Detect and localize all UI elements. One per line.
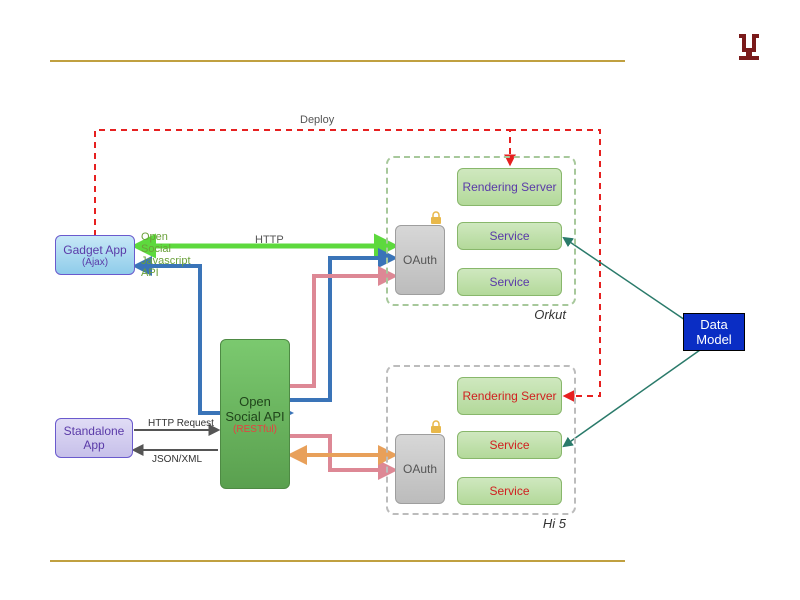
service-top1-label: Service xyxy=(489,229,529,243)
edge-data-top xyxy=(564,238,688,322)
service-bot2-label: Service xyxy=(489,484,529,498)
rendering-bot-label: Rendering Server xyxy=(462,389,556,403)
open-social-js-label: Open Social Javascript API xyxy=(141,231,191,279)
node-gadget-app: Gadget App (Ajax) xyxy=(55,235,135,275)
oauth-top-label: OAuth xyxy=(403,253,437,267)
edge-api-oauth-bot xyxy=(290,436,394,470)
gadget-app-label: Gadget App xyxy=(63,243,126,257)
top-rule xyxy=(50,60,625,62)
group-hi5-label: Hi 5 xyxy=(543,516,566,531)
node-oauth-top: OAuth xyxy=(395,225,445,295)
open-social-api-sub: (RESTful) xyxy=(233,424,277,435)
standalone-app-label: Standalone App xyxy=(60,424,128,452)
node-rendering-bot: Rendering Server xyxy=(457,377,562,415)
rendering-top-label: Rendering Server xyxy=(462,180,556,194)
node-service-top1: Service xyxy=(457,222,562,250)
node-service-top2: Service xyxy=(457,268,562,296)
lock-icon xyxy=(428,210,444,226)
label-deploy: Deploy xyxy=(300,114,334,126)
iu-logo xyxy=(735,30,765,67)
data-model-label: Data Model xyxy=(688,317,740,347)
service-bot1-label: Service xyxy=(489,438,529,452)
label-http-request: HTTP Request xyxy=(148,418,214,429)
node-open-social-api: Open Social API (RESTful) xyxy=(220,339,290,489)
bottom-rule xyxy=(50,560,625,562)
edge-api-orkut xyxy=(290,258,394,400)
node-open-social-js: Open Social Javascript API xyxy=(137,226,195,284)
node-rendering-top: Rendering Server xyxy=(457,168,562,206)
group-orkut-label: Orkut xyxy=(534,307,566,322)
label-http: HTTP xyxy=(255,234,284,246)
node-oauth-bot: OAuth xyxy=(395,434,445,504)
edge-api-oauth-top xyxy=(290,276,394,386)
service-top2-label: Service xyxy=(489,275,529,289)
lock-icon xyxy=(428,419,444,435)
open-social-api-label: Open Social API xyxy=(225,394,285,424)
oauth-bot-label: OAuth xyxy=(403,462,437,476)
gadget-app-sub: (Ajax) xyxy=(82,257,108,268)
edge-data-bot xyxy=(564,350,700,446)
label-json-xml: JSON/XML xyxy=(152,454,202,465)
node-service-bot1: Service xyxy=(457,431,562,459)
node-data-model: Data Model xyxy=(683,313,745,351)
node-service-bot2: Service xyxy=(457,477,562,505)
node-standalone-app: Standalone App xyxy=(55,418,133,458)
